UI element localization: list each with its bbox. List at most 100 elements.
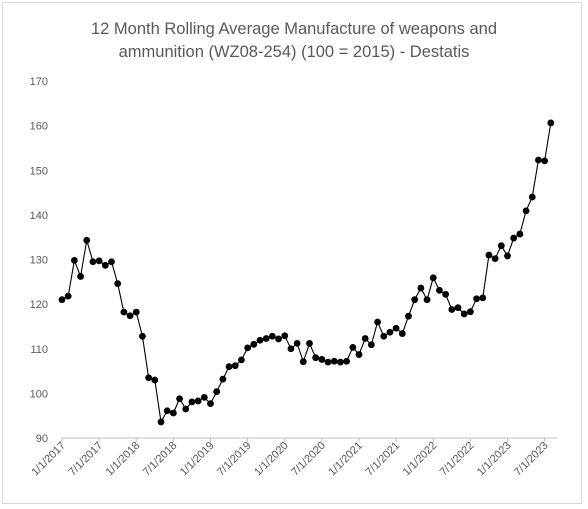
data-point <box>318 356 326 363</box>
data-point <box>120 308 128 316</box>
data-point <box>101 261 109 269</box>
data-point <box>64 292 72 300</box>
y-tick-label: 140 <box>30 210 48 222</box>
data-point <box>516 230 524 238</box>
data-point <box>70 256 78 264</box>
data-point <box>312 354 320 362</box>
data-point <box>145 374 153 382</box>
y-tick-label: 160 <box>30 121 48 133</box>
data-point <box>213 388 221 395</box>
data-points <box>58 119 555 426</box>
data-point <box>392 324 400 332</box>
data-point <box>324 358 332 366</box>
y-tick-label: 90 <box>36 433 48 445</box>
data-point <box>497 242 505 250</box>
y-axis-tick-labels: 90 100 110 120 130 140 150 160 170 <box>30 76 48 445</box>
data-point <box>83 236 91 244</box>
data-point <box>268 332 276 340</box>
data-point <box>528 193 536 201</box>
y-tick-label: 120 <box>30 299 48 311</box>
chart-title: 12 Month Rolling Average Manufacture of … <box>0 18 588 64</box>
data-point <box>139 332 146 340</box>
data-point <box>510 234 518 242</box>
data-point <box>547 119 555 127</box>
data-point <box>460 310 468 318</box>
data-point <box>386 328 394 336</box>
data-point <box>405 312 412 320</box>
data-point <box>238 356 245 364</box>
data-point <box>473 295 480 303</box>
data-point <box>219 375 227 383</box>
data-point <box>182 405 190 413</box>
data-point <box>163 407 171 415</box>
data-point <box>479 294 487 302</box>
data-point <box>380 332 388 340</box>
data-point <box>367 341 375 349</box>
data-point <box>299 358 307 366</box>
y-tick-label: 170 <box>30 76 48 88</box>
data-point <box>231 362 239 370</box>
data-point <box>262 335 270 342</box>
data-point <box>442 290 450 298</box>
data-point <box>244 344 252 352</box>
data-point <box>417 284 425 292</box>
data-point <box>176 395 183 403</box>
chart-frame <box>2 2 582 504</box>
data-point <box>151 376 159 384</box>
data-point <box>541 157 549 165</box>
data-point <box>436 286 443 294</box>
data-point <box>485 251 493 259</box>
data-point <box>522 207 530 215</box>
data-point <box>256 336 264 344</box>
data-point <box>448 306 456 313</box>
data-point <box>423 296 431 304</box>
data-point <box>306 339 313 347</box>
chart-title-line-1: 12 Month Rolling Average Manufacture of … <box>90 20 498 38</box>
data-point <box>374 318 381 326</box>
data-point <box>157 418 165 426</box>
data-point <box>114 280 122 287</box>
data-point <box>355 351 363 358</box>
data-point <box>330 357 338 365</box>
data-point <box>188 398 196 406</box>
y-tick-label: 130 <box>30 255 48 267</box>
data-point <box>95 257 103 265</box>
data-point <box>504 252 511 260</box>
x-tick-label: 1/1/2018 <box>104 440 143 479</box>
data-point <box>108 258 115 266</box>
data-point <box>337 358 344 366</box>
data-point <box>207 400 214 408</box>
series-line <box>61 122 552 424</box>
data-point <box>77 273 84 280</box>
data-point <box>466 308 474 316</box>
x-tick-label: 1/1/2020 <box>252 440 291 479</box>
data-point <box>132 308 140 316</box>
data-point <box>429 274 437 282</box>
data-point <box>275 335 282 343</box>
data-point <box>225 363 233 370</box>
chart-title-line-2: ammunition (WZ08-254) (100 = 2015) - Des… <box>118 43 470 61</box>
x-tick-label: 7/1/2018 <box>141 440 180 479</box>
data-point <box>293 339 301 347</box>
data-point <box>398 330 406 337</box>
data-point <box>126 312 134 320</box>
data-point <box>194 397 202 405</box>
data-point <box>535 156 542 164</box>
x-tick-label: 7/1/2017 <box>66 440 105 479</box>
x-tick-label: 1/1/2017 <box>29 440 68 479</box>
x-tick-label: 1/1/2022 <box>401 440 440 479</box>
data-point <box>454 304 462 312</box>
x-tick-label: 7/1/2019 <box>215 440 254 479</box>
x-tick-label: 7/1/2023 <box>512 440 551 479</box>
data-point <box>349 344 357 351</box>
x-tick-label: 7/1/2020 <box>289 440 328 479</box>
x-tick-label: 7/1/2021 <box>363 440 402 479</box>
x-tick-label: 7/1/2022 <box>438 440 477 479</box>
x-tick-label: 1/1/2021 <box>326 440 365 479</box>
y-tick-label: 150 <box>30 165 48 177</box>
data-point <box>169 409 177 417</box>
data-point <box>411 296 419 304</box>
data-point <box>89 258 97 266</box>
y-tick-label: 110 <box>30 344 48 356</box>
